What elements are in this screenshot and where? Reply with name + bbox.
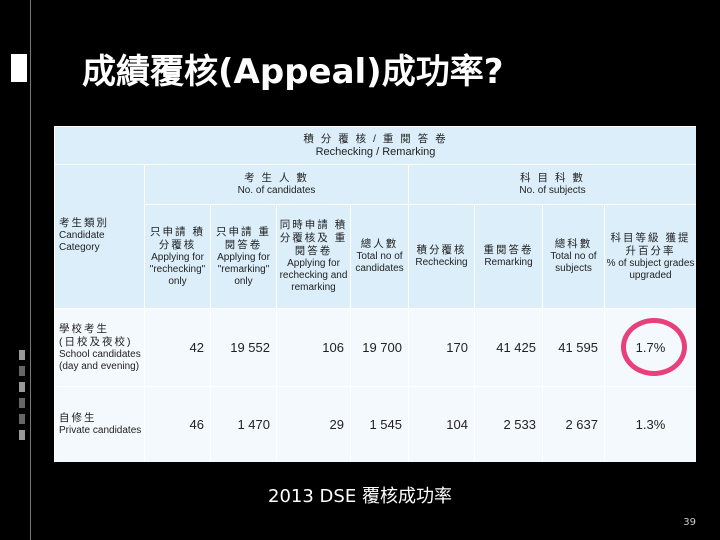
slide-title: 成績覆核(Appeal)成功率? <box>82 52 504 92</box>
table-cell: 46 <box>144 386 211 462</box>
col-header-rechecking-only: 只申請 積分覆核 Applying for "rechecking" only <box>144 204 211 309</box>
col-header-remarking: 重閱答卷 Remarking <box>474 204 543 309</box>
table-cell: 41 595 <box>542 308 605 387</box>
slide-caption: 2013 DSE 覆核成功率 <box>268 486 452 507</box>
col-header-rechecking: 積分覆核 Rechecking <box>408 204 475 309</box>
table-cell: 1 470 <box>210 386 277 462</box>
table-cell: 106 <box>276 308 351 387</box>
table-cell: 42 <box>144 308 211 387</box>
col-header-total-subjects: 總科數 Total no of subjects <box>542 204 605 309</box>
col-header-both: 同時申請 積分覆核及 重閱答卷 Applying for rechecking a… <box>276 204 351 309</box>
appeal-statistics-table: 積 分 覆 核 / 重 閱 答 卷 Rechecking / Remarking… <box>54 126 696 462</box>
highlight-circle <box>621 318 687 376</box>
table-row: 自修生 Private candidates 46 1 470 29 1 545… <box>54 386 696 462</box>
table-cell: 29 <box>276 386 351 462</box>
table-cell: 1.3% <box>604 386 696 462</box>
table-row: 學校考生 (日校及夜校) School candidates (day and … <box>54 308 696 387</box>
row-label-private: 自修生 Private candidates <box>54 386 145 462</box>
row-label-school: 學校考生 (日校及夜校) School candidates (day and … <box>54 308 145 387</box>
table-cell: 2 533 <box>474 386 543 462</box>
col-header-remarking-only: 只申請 重閱答卷 Applying for "remarking" only <box>210 204 277 309</box>
page-number: 39 <box>683 517 696 528</box>
table-cell: 1 545 <box>350 386 409 462</box>
subjects-group-header: 科 目 科 數 No. of subjects <box>408 164 696 205</box>
slide-side-marks <box>19 350 25 446</box>
table-cell: 41 425 <box>474 308 543 387</box>
category-header: 考生類別 Candidate Category <box>54 164 145 309</box>
col-header-upgrade-rate: 科目等級 獲提升百分率% of subject grades upgraded <box>604 204 696 309</box>
col-header-total-candidates: 總人數 Total no of candidates <box>350 204 409 309</box>
slide-left-rule <box>30 0 31 540</box>
table-top-header: 積 分 覆 核 / 重 閱 答 卷 Rechecking / Remarking <box>54 126 696 165</box>
table-cell: 19 700 <box>350 308 409 387</box>
table-cell: 19 552 <box>210 308 277 387</box>
table-cell: 2 637 <box>542 386 605 462</box>
table-cell: 104 <box>408 386 475 462</box>
table-cell: 170 <box>408 308 475 387</box>
candidates-group-header: 考 生 人 數 No. of candidates <box>144 164 409 205</box>
slide-accent-bar <box>11 54 27 82</box>
